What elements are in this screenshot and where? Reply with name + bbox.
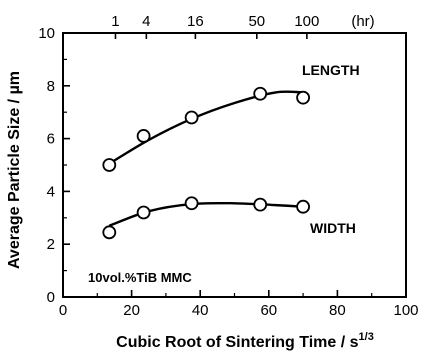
x-tick-label: 40 bbox=[192, 302, 209, 319]
axes: 0 20 40 60 80 100 0 2 4 6 8 10 1 4 16 50 100 bbox=[38, 13, 418, 319]
x-axis-title-group: Cubic Root of Sintering Time / s1/3 bbox=[116, 331, 374, 351]
x-tick-label: 100 bbox=[393, 302, 418, 319]
marker-width bbox=[136, 205, 151, 220]
y-tick-label: 0 bbox=[47, 289, 55, 306]
top-axis-tick-label: 50 bbox=[248, 13, 265, 30]
x-tick-label: 0 bbox=[59, 302, 67, 319]
series-label-length: LENGTH bbox=[302, 62, 360, 78]
x-axis-title-superscript: 1/3 bbox=[359, 331, 374, 343]
marker-width bbox=[253, 197, 268, 212]
y-axis-title: Average Particle Size / µm bbox=[6, 71, 23, 269]
series-label-width: WIDTH bbox=[310, 220, 356, 236]
x-tick-label: 20 bbox=[123, 302, 140, 319]
top-axis-tick-label: 1 bbox=[111, 13, 119, 30]
y-tick-label: 4 bbox=[47, 183, 55, 200]
top-axis-unit-label: (hr) bbox=[351, 13, 374, 30]
marker-width bbox=[184, 196, 199, 211]
x-tick-label: 80 bbox=[329, 302, 346, 319]
y-tick-label: 8 bbox=[47, 78, 55, 95]
material-annotation: 10vol.%TiB MMC bbox=[88, 270, 192, 285]
y-tick-label: 6 bbox=[47, 131, 55, 148]
top-axis-tick-label: 100 bbox=[294, 13, 319, 30]
marker-length bbox=[102, 158, 117, 172]
marker-width bbox=[296, 199, 311, 214]
marker-length bbox=[184, 110, 199, 125]
marker-width bbox=[102, 225, 117, 240]
top-axis-tick-label: 16 bbox=[187, 13, 204, 30]
data-markers bbox=[102, 86, 311, 240]
top-axis-tick-label: 4 bbox=[142, 13, 150, 30]
y-tick-label: 10 bbox=[38, 25, 55, 42]
marker-length bbox=[296, 90, 311, 105]
x-tick-label: 60 bbox=[260, 302, 277, 319]
marker-length bbox=[253, 86, 268, 101]
y-tick-label: 2 bbox=[47, 236, 55, 253]
x-axis-title: Cubic Root of Sintering Time / s bbox=[116, 334, 358, 351]
marker-length bbox=[136, 129, 151, 143]
